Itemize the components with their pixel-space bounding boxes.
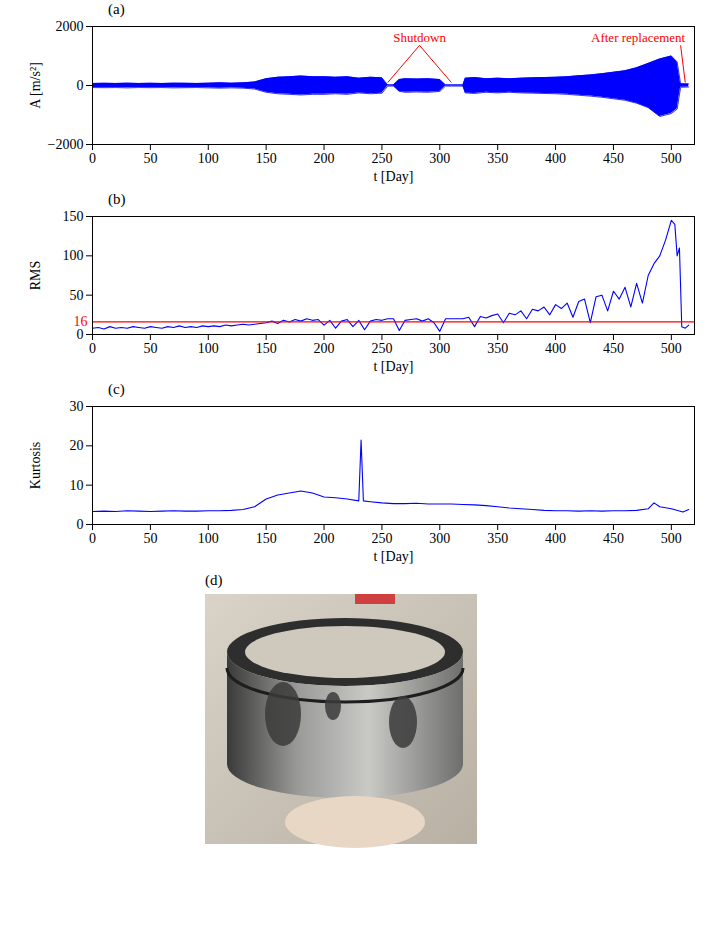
svg-text:150: 150 — [256, 531, 277, 546]
svg-text:20: 20 — [70, 438, 84, 453]
svg-text:−2000: −2000 — [48, 137, 84, 152]
svg-text:500: 500 — [661, 151, 682, 166]
svg-text:150: 150 — [256, 341, 277, 356]
svg-text:0: 0 — [77, 517, 84, 532]
svg-text:500: 500 — [661, 341, 682, 356]
svg-text:16: 16 — [73, 314, 88, 330]
svg-text:200: 200 — [314, 151, 335, 166]
svg-text:Shutdown: Shutdown — [393, 30, 446, 45]
svg-text:0: 0 — [89, 531, 96, 546]
svg-text:450: 450 — [603, 151, 624, 166]
svg-text:250: 250 — [371, 341, 392, 356]
svg-text:0: 0 — [77, 78, 84, 93]
svg-text:400: 400 — [545, 531, 566, 546]
svg-text:Kurtosis: Kurtosis — [28, 442, 43, 489]
svg-text:400: 400 — [545, 151, 566, 166]
svg-text:A [m/s²]: A [m/s²] — [28, 62, 43, 109]
svg-text:RMS: RMS — [28, 261, 43, 291]
svg-text:100: 100 — [63, 248, 84, 263]
svg-text:450: 450 — [603, 341, 624, 356]
svg-text:300: 300 — [429, 151, 450, 166]
svg-text:300: 300 — [429, 341, 450, 356]
svg-text:t [Day]: t [Day] — [373, 549, 413, 564]
svg-text:t [Day]: t [Day] — [373, 169, 413, 184]
svg-text:350: 350 — [487, 531, 508, 546]
html-text:(d): (d) — [205, 572, 223, 588]
svg-text:100: 100 — [198, 151, 219, 166]
svg-text:150: 150 — [63, 209, 84, 224]
svg-text:0: 0 — [89, 341, 96, 356]
svg-text:250: 250 — [371, 151, 392, 166]
svg-text:100: 100 — [198, 531, 219, 546]
svg-text:2000: 2000 — [56, 19, 84, 34]
svg-text:0: 0 — [89, 151, 96, 166]
svg-text:200: 200 — [314, 341, 335, 356]
svg-text:100: 100 — [198, 341, 219, 356]
svg-text:200: 200 — [314, 531, 335, 546]
svg-text:After replacement: After replacement — [591, 30, 686, 45]
svg-text:500: 500 — [661, 531, 682, 546]
svg-text:0: 0 — [77, 327, 84, 342]
svg-text:450: 450 — [603, 531, 624, 546]
svg-text:250: 250 — [371, 531, 392, 546]
svg-text:350: 350 — [487, 151, 508, 166]
svg-text:10: 10 — [70, 478, 84, 493]
html-text:(b): (b) — [108, 191, 126, 207]
html-text:(a): (a) — [108, 1, 125, 17]
svg-text:400: 400 — [545, 341, 566, 356]
svg-text:50: 50 — [143, 151, 157, 166]
svg-text:150: 150 — [256, 151, 277, 166]
svg-text:50: 50 — [70, 288, 84, 303]
svg-text:300: 300 — [429, 531, 450, 546]
svg-text:30: 30 — [70, 399, 84, 414]
svg-text:t [Day]: t [Day] — [373, 359, 413, 374]
svg-text:50: 50 — [143, 531, 157, 546]
svg-text:350: 350 — [487, 341, 508, 356]
html-text:(c): (c) — [108, 381, 125, 397]
svg-text:50: 50 — [143, 341, 157, 356]
